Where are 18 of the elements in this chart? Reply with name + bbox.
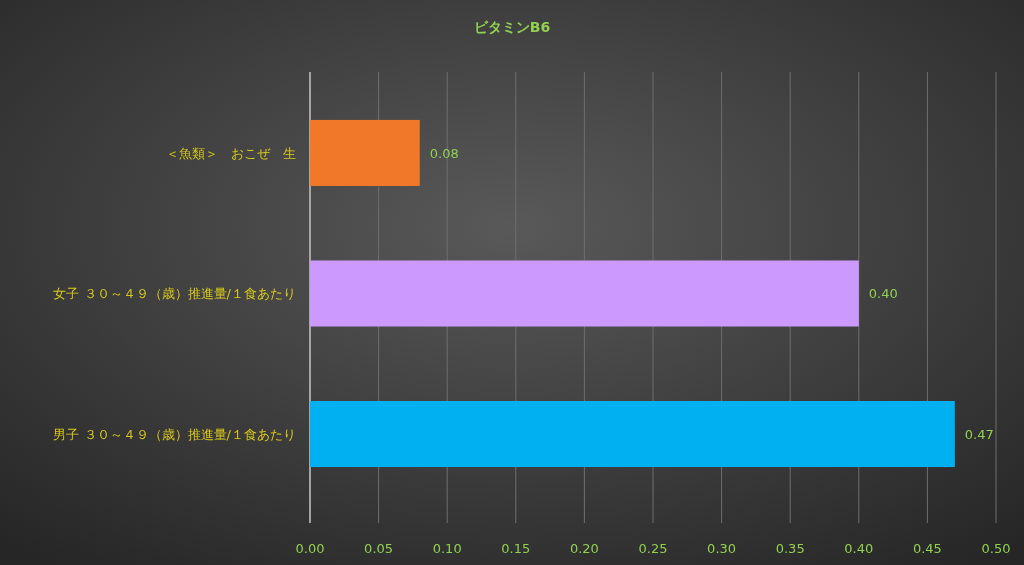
x-tick-label: 0.50 bbox=[981, 541, 1011, 556]
data-label: 0.40 bbox=[868, 286, 898, 302]
x-tick-label: 0.00 bbox=[295, 541, 325, 556]
data-label: 0.08 bbox=[429, 145, 459, 161]
x-tick-label: 0.45 bbox=[912, 541, 942, 556]
y-tick-label: 女子 ３０～４９（歳）推進量/１食あたり bbox=[53, 286, 296, 302]
x-tick-label: 0.30 bbox=[707, 541, 737, 556]
x-tick-label: 0.35 bbox=[775, 541, 805, 556]
x-tick-label: 0.20 bbox=[569, 541, 599, 556]
y-tick-label: ＜魚類＞ おこぜ 生 bbox=[166, 145, 296, 161]
y-tick-label: 男子 ３０～４９（歳）推進量/１食あたり bbox=[53, 426, 296, 442]
chart-title: ビタミンB6 bbox=[473, 19, 551, 35]
x-tick-label: 0.15 bbox=[501, 541, 531, 556]
x-tick-label: 0.10 bbox=[432, 541, 462, 556]
data-label: 0.47 bbox=[964, 426, 994, 442]
x-tick-label: 0.25 bbox=[638, 541, 668, 556]
x-tick-label: 0.40 bbox=[844, 541, 874, 556]
x-tick-label: 0.05 bbox=[364, 541, 394, 556]
